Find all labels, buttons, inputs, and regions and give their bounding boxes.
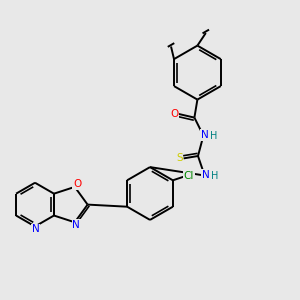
Text: N: N xyxy=(202,170,209,180)
Text: Cl: Cl xyxy=(184,171,194,182)
Text: N: N xyxy=(32,224,40,235)
Text: H: H xyxy=(210,131,217,141)
Text: N: N xyxy=(72,220,80,230)
Text: N: N xyxy=(201,130,208,140)
Text: S: S xyxy=(176,153,183,163)
Text: H: H xyxy=(211,171,218,181)
Text: O: O xyxy=(73,179,81,189)
Text: O: O xyxy=(170,109,179,119)
